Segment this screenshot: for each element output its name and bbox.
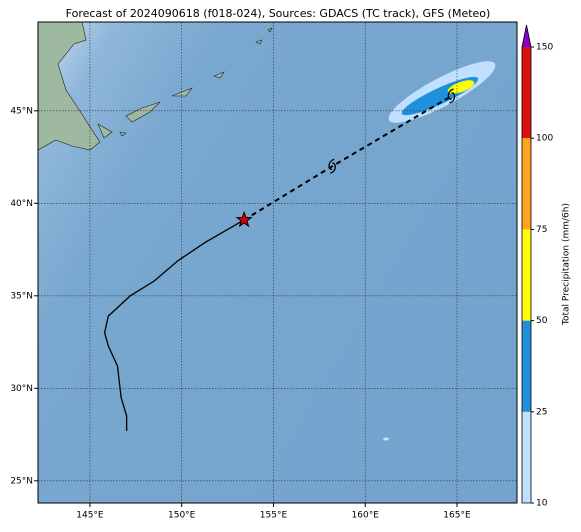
map-frame (37, 21, 518, 504)
x-tick-label: 165°E (443, 511, 471, 521)
colorbar-tick-label: 10 (536, 499, 548, 509)
map-title: Forecast of 2024090618 (f018-024), Sourc… (66, 7, 491, 20)
colorbar-segment (522, 320, 531, 412)
y-tick-label: 35°N (10, 291, 33, 301)
colorbar-tick-label: 75 (536, 225, 547, 235)
colorbar-segment (522, 138, 531, 230)
typhoon-symbol (447, 88, 456, 104)
y-tick-label: 40°N (10, 199, 33, 209)
colorbar-label: Total Precipitation (mm/6h) (562, 203, 572, 326)
colorbar-extension (522, 25, 531, 47)
colorbar-frame (521, 24, 532, 504)
x-tick-label: 155°E (260, 511, 288, 521)
colorbar-segment (522, 411, 531, 503)
typhoon-symbol (328, 158, 336, 174)
x-tick-label: 160°E (352, 511, 380, 521)
map-area (38, 22, 517, 503)
track-line (103, 219, 245, 431)
colorbar-tick-label: 100 (536, 134, 553, 144)
precip-heavy (447, 80, 475, 94)
precip-light (383, 437, 389, 441)
colorbar-tick-label: 150 (536, 43, 553, 53)
colorbar-segment (522, 229, 531, 321)
colorbar-segment (522, 47, 531, 139)
land-hokkaido (38, 22, 101, 151)
x-tick-label: 150°E (168, 511, 196, 521)
x-tick-label: 145°E (76, 511, 104, 521)
colorbar-tick-label: 50 (536, 316, 548, 326)
y-tick-label: 25°N (10, 476, 33, 486)
y-tick-label: 45°N (10, 106, 33, 116)
current-position (235, 210, 253, 228)
colorbar-tick-label: 25 (536, 407, 547, 417)
y-tick-label: 30°N (10, 384, 33, 394)
track-line (243, 95, 452, 221)
precipitation (383, 61, 496, 441)
